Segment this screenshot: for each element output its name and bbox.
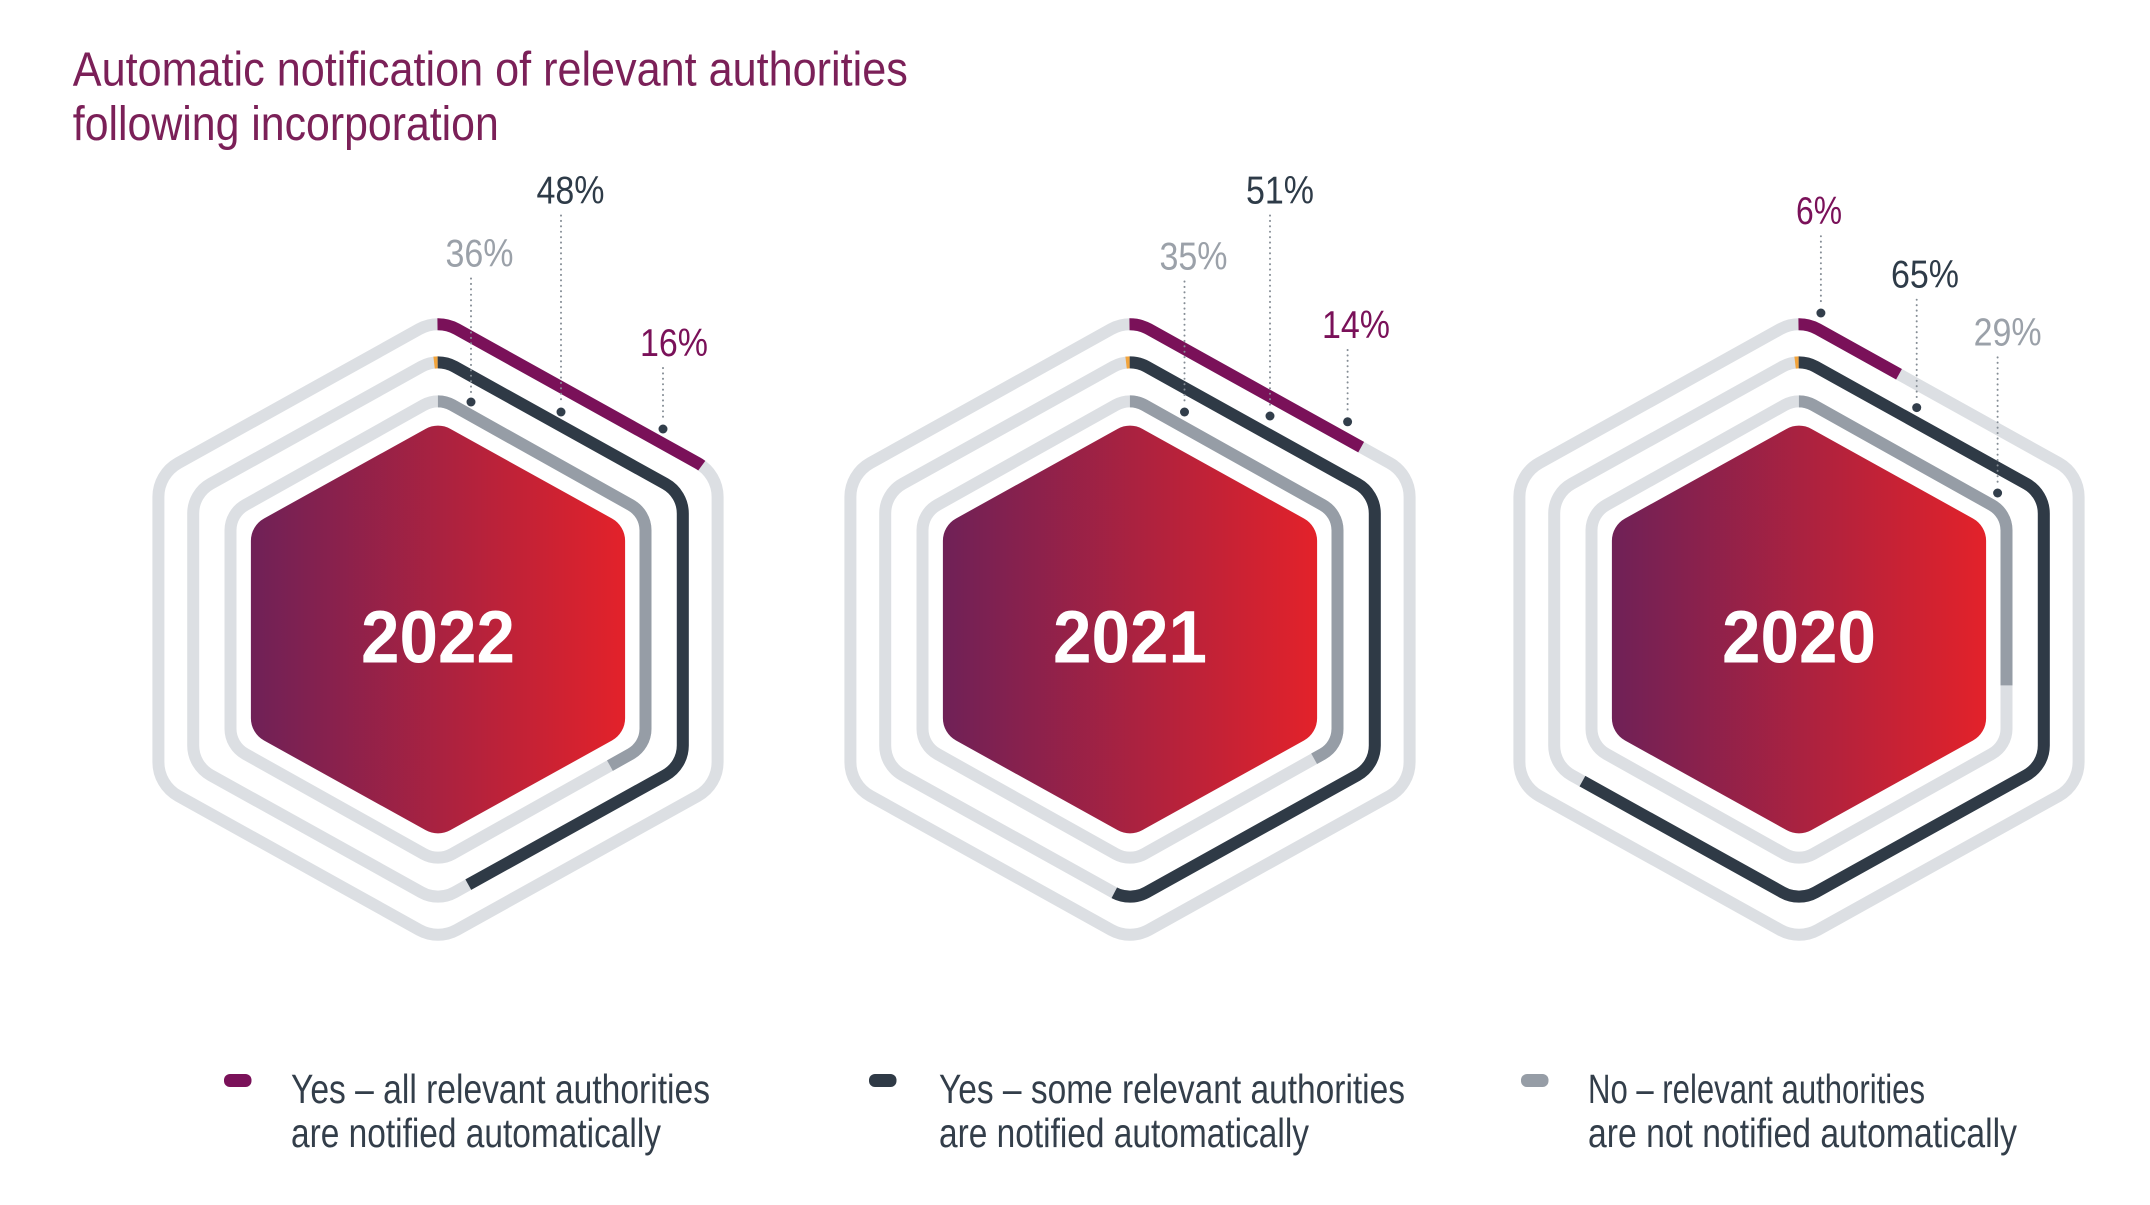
svg-text:35%: 35%: [1160, 236, 1228, 279]
svg-text:29%: 29%: [1974, 311, 2042, 354]
svg-text:2021: 2021: [1053, 595, 1207, 678]
svg-text:2020: 2020: [1722, 595, 1876, 678]
svg-text:Automatic notification of rele: Automatic notification of relevant autho…: [73, 43, 908, 97]
svg-text:6%: 6%: [1796, 190, 1842, 233]
svg-text:2022: 2022: [361, 595, 515, 678]
svg-text:36%: 36%: [446, 233, 514, 276]
svg-text:are notified automatically: are notified automatically: [939, 1110, 1309, 1156]
svg-text:Yes – some relevant authoritie: Yes – some relevant authorities: [939, 1066, 1405, 1112]
svg-text:Yes – all relevant authorities: Yes – all relevant authorities: [291, 1066, 710, 1112]
svg-text:51%: 51%: [1246, 170, 1314, 213]
svg-text:14%: 14%: [1322, 304, 1390, 347]
svg-text:48%: 48%: [537, 170, 605, 213]
svg-text:are notified automatically: are notified automatically: [291, 1110, 661, 1156]
svg-text:65%: 65%: [1891, 254, 1959, 297]
svg-text:No – relevant authorities: No – relevant authorities: [1588, 1066, 1925, 1112]
svg-text:16%: 16%: [640, 322, 708, 365]
svg-text:are not notified automatically: are not notified automatically: [1588, 1110, 2017, 1156]
svg-text:following incorporation: following incorporation: [73, 97, 499, 151]
